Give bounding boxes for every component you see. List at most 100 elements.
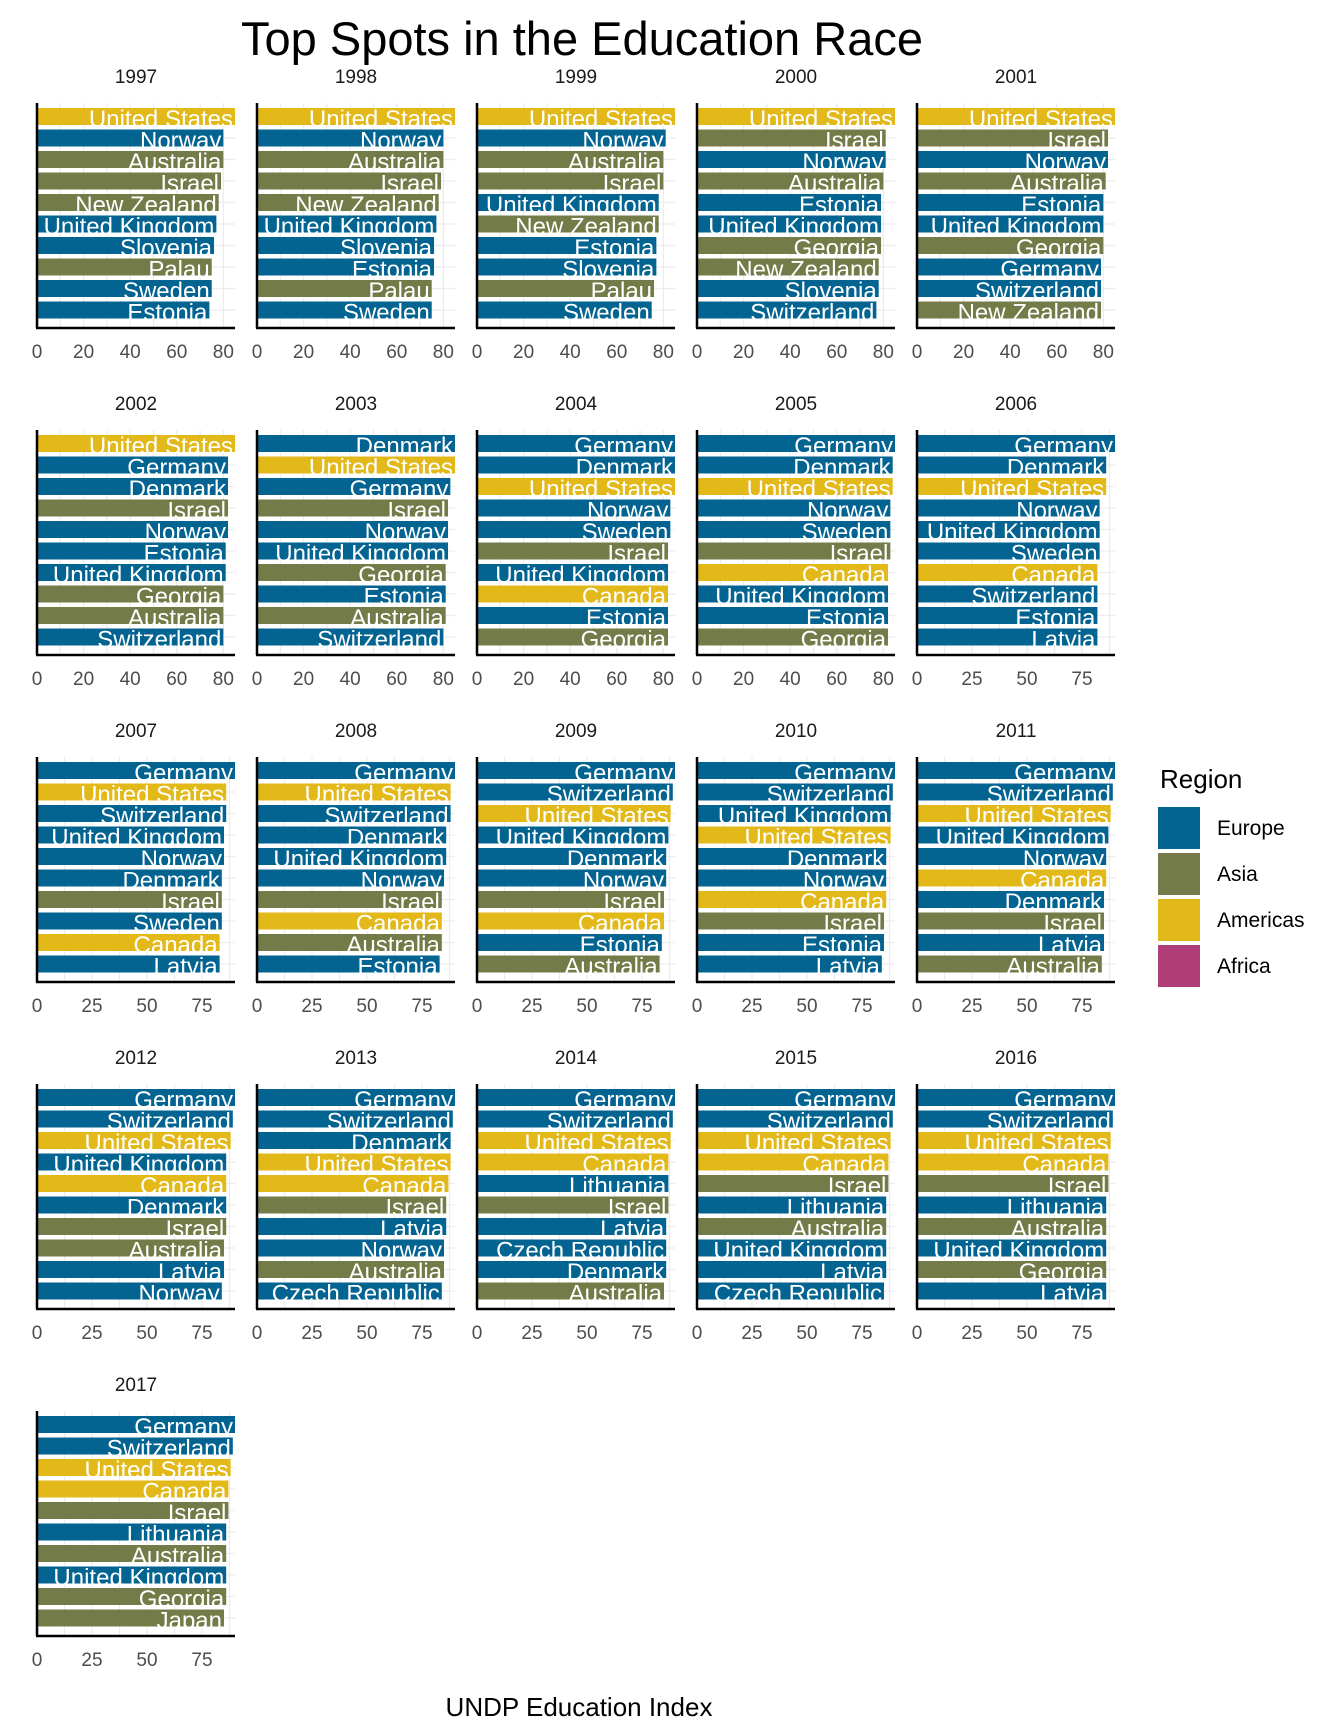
- bar-label: Sweden: [802, 519, 889, 546]
- bar-canada: [477, 912, 664, 930]
- bar-label: Georgia: [794, 235, 880, 262]
- bar-georgia: [37, 1588, 227, 1605]
- x-tick-label: 25: [301, 996, 322, 1017]
- bar-germany: [257, 478, 451, 495]
- bar-israel: [37, 172, 222, 190]
- bar-switzerland: [37, 628, 224, 646]
- bar-australia: [477, 151, 664, 168]
- bar-germany: [697, 1089, 895, 1106]
- bar-germany: [37, 762, 235, 779]
- bar-switzerland: [257, 1110, 453, 1128]
- bar-label: Germany: [134, 760, 233, 787]
- bar-norway: [257, 869, 444, 887]
- bar-united-states: [697, 108, 895, 125]
- bar-united-kingdom: [37, 1566, 227, 1584]
- bar-label: Israel: [1047, 128, 1106, 155]
- bar-united-states: [917, 805, 1111, 822]
- bar-label: Canada: [142, 1479, 227, 1506]
- x-tick-label: 20: [293, 342, 314, 363]
- bar-united-states: [917, 478, 1107, 495]
- bar-label: Australia: [1006, 954, 1100, 981]
- legend-key-americas: [1158, 899, 1200, 941]
- bar-united-kingdom: [917, 826, 1109, 844]
- bar-germany: [37, 456, 229, 474]
- bar-label: Estonia: [574, 235, 655, 262]
- bar-label: Israel: [828, 1173, 887, 1200]
- x-tick-label: 40: [340, 669, 361, 690]
- bar-germany: [257, 762, 455, 779]
- bar-united-kingdom: [917, 215, 1104, 233]
- facet-title: 2009: [555, 721, 597, 742]
- x-tick-label: 80: [433, 669, 454, 690]
- bar-label: Slovenia: [562, 257, 655, 284]
- x-tick-label: 0: [472, 1323, 483, 1344]
- x-tick-label: 75: [191, 996, 212, 1017]
- bar-israel: [697, 542, 891, 560]
- bar-new-zealand: [917, 301, 1102, 319]
- bar-japan: [37, 1609, 224, 1627]
- bar-label: Norway: [361, 868, 442, 895]
- x-tick-label: 0: [912, 669, 923, 690]
- bar-label: Slovenia: [120, 235, 213, 262]
- facet-title: 2012: [115, 1048, 157, 1069]
- bar-label: Georgia: [358, 562, 444, 589]
- x-tick-label: 80: [213, 669, 234, 690]
- x-tick-label: 50: [356, 1323, 377, 1344]
- bar-label: Israel: [608, 1195, 667, 1222]
- bar-label: United Kingdom: [51, 825, 222, 852]
- bar-australia: [477, 1282, 664, 1300]
- bar-label: Australia: [348, 149, 442, 176]
- bar-label: Estonia: [580, 932, 661, 959]
- facet-title: 2013: [335, 1048, 377, 1069]
- bar-israel: [37, 1502, 229, 1519]
- bar-label: Israel: [387, 498, 446, 525]
- bar-label: Canada: [802, 1152, 887, 1179]
- bar-australia: [37, 1545, 227, 1562]
- bar-latvia: [37, 955, 220, 973]
- bar-label: Germany: [350, 476, 449, 503]
- facet-title: 2006: [995, 394, 1037, 415]
- bar-estonia: [477, 607, 669, 624]
- bar-label: Israel: [386, 1195, 445, 1222]
- facet-title: 2000: [775, 67, 817, 88]
- x-tick-label: 0: [32, 1323, 43, 1344]
- legend: Region Europe Asia Americas Africa: [1158, 764, 1305, 987]
- bar-label: United States: [89, 106, 233, 133]
- bar-label: Germany: [794, 1087, 893, 1114]
- x-tick-label: 25: [521, 1323, 542, 1344]
- bar-label: United States: [749, 106, 893, 133]
- bar-label: Switzerland: [325, 803, 449, 830]
- bar-switzerland: [37, 1437, 233, 1455]
- bar-label: Switzerland: [547, 782, 671, 809]
- bar-georgia: [917, 237, 1104, 254]
- facet-title: 2008: [335, 721, 377, 742]
- bar-label: Australia: [128, 149, 222, 176]
- bar-latvia: [477, 1218, 667, 1235]
- bar-label: Canada: [800, 889, 885, 916]
- bar-australia: [917, 172, 1106, 190]
- bar-label: Estonia: [127, 300, 208, 327]
- x-tick-label: 20: [513, 342, 534, 363]
- bar-united-states: [917, 108, 1115, 125]
- bar-label: Australia: [346, 932, 440, 959]
- bar-slovenia: [37, 237, 215, 254]
- bar-label: Australia: [129, 1238, 223, 1265]
- bar-label: United Kingdom: [273, 846, 444, 873]
- bar-label: Denmark: [567, 1259, 665, 1286]
- bar-label: United Kingdom: [933, 1238, 1104, 1265]
- bar-label: Switzerland: [975, 278, 1099, 305]
- x-axis-label: UNDP Education Index: [446, 1692, 713, 1722]
- bar-label: Czech Republic: [714, 1281, 882, 1308]
- bar-germany: [37, 1416, 235, 1433]
- bar-denmark: [37, 869, 222, 887]
- bar-label: United Kingdom: [495, 562, 666, 589]
- bar-new-zealand: [477, 215, 659, 233]
- bar-united-states: [37, 1459, 231, 1476]
- bar-united-kingdom: [37, 215, 217, 233]
